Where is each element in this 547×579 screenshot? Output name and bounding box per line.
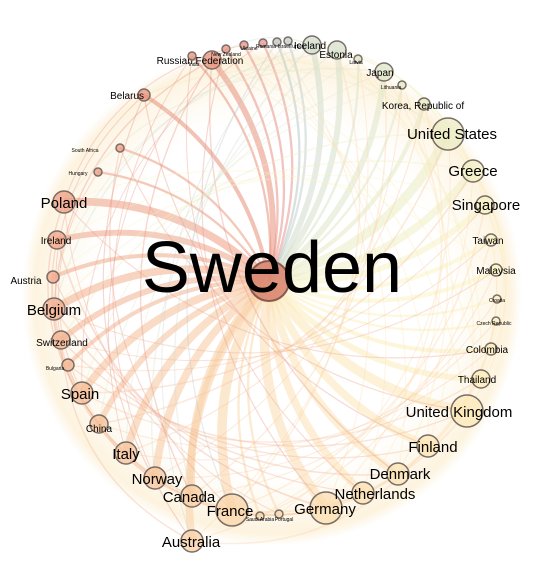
label-czech-republic: Czech Republic <box>476 321 512 327</box>
node-austria[interactable] <box>47 271 59 283</box>
label-south-africa: South Africa <box>72 148 99 154</box>
node-south-africa[interactable] <box>116 144 124 152</box>
node-hungary[interactable] <box>94 168 102 176</box>
label-switzerland: Switzerland <box>36 338 88 349</box>
label-belgium: Belgium <box>27 302 81 319</box>
label-germany: Germany <box>294 501 356 518</box>
hub-group: Sweden <box>142 228 402 308</box>
label-poland: Poland <box>41 195 88 212</box>
label-norway: Norway <box>132 471 183 488</box>
label-romania: Romania <box>256 44 276 50</box>
label-thailand: Thailand <box>458 375 496 386</box>
label-spain: Spain <box>61 386 99 403</box>
label-croatia: Croatia <box>489 298 505 304</box>
label-belarus: Belarus <box>110 91 144 102</box>
hub-label: Sweden <box>142 228 402 308</box>
label-china: China <box>86 424 113 435</box>
label-denmark: Denmark <box>370 466 431 483</box>
label-korea: Korea, Republic of <box>382 101 464 112</box>
label-finland: Finland <box>408 439 457 456</box>
label-ukraine: Ukraine <box>240 46 257 52</box>
label-saudi-arabia: Saudi Arabia <box>246 517 275 523</box>
label-netherlands: Netherlands <box>335 486 416 503</box>
label-united-kingdom: United Kingdom <box>406 404 513 421</box>
label-bulgaria: Bulgaria <box>46 366 65 372</box>
label-israel: Israel <box>278 44 290 50</box>
label-taiwan: Taiwan <box>472 236 503 247</box>
label-new-zealand: New Zealand <box>211 52 241 58</box>
label-turkey: Turkey <box>289 44 305 50</box>
label-india: India <box>189 62 200 68</box>
label-austria: Austria <box>10 276 42 287</box>
label-italy: Italy <box>112 446 140 463</box>
label-hungary: Hungary <box>69 171 88 177</box>
label-australia: Australia <box>162 534 221 551</box>
label-portugal: Portugal <box>275 517 294 523</box>
label-ireland: Ireland <box>41 236 72 247</box>
label-united-states: United States <box>407 126 497 143</box>
node-india[interactable] <box>188 52 196 60</box>
label-greece: Greece <box>448 163 497 180</box>
label-colombia: Colombia <box>466 345 509 356</box>
label-japan: Japan <box>366 68 393 79</box>
label-malaysia: Malaysia <box>476 266 516 277</box>
label-lithuania: Lithuania <box>381 85 402 91</box>
label-singapore: Singapore <box>452 197 520 214</box>
